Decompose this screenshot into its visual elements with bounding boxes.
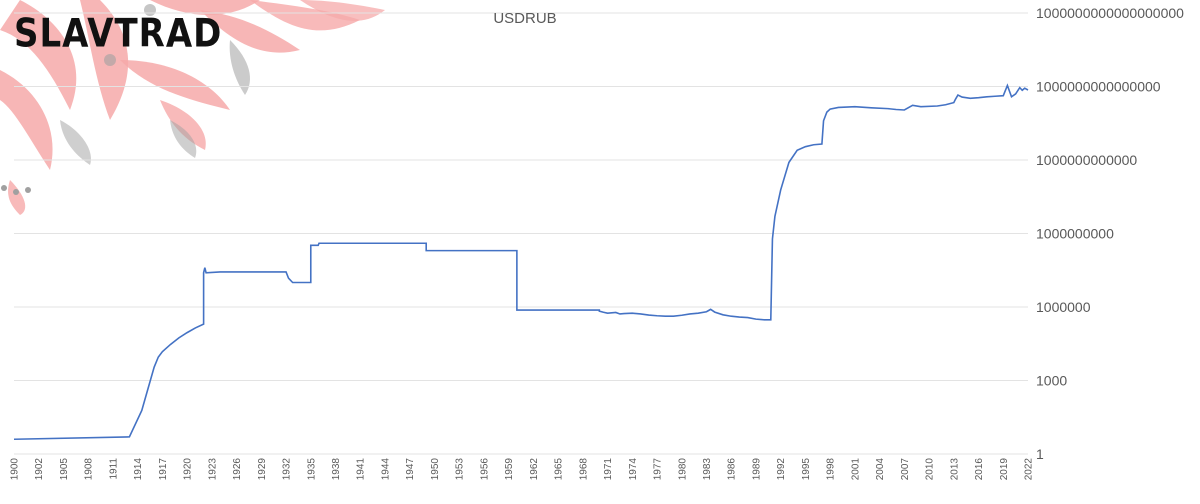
x-tick-label: 1920 [183,458,194,481]
x-tick-label: 1902 [34,458,45,481]
x-tick-label: 2013 [949,458,960,481]
x-tick-label: 1900 [10,458,21,481]
x-tick-label: 1980 [677,458,688,481]
y-tick-label: 1000 [1036,373,1067,389]
x-tick-label: 2010 [925,458,936,481]
x-tick-label: 1995 [801,458,812,481]
floral-ornament-icon [0,0,385,215]
series-line [13,83,1029,441]
logo: SLAVTRAD [14,11,223,57]
y-tick-label: 1000000000000 [1036,152,1137,168]
x-tick-label: 1974 [628,458,639,481]
x-tick-label: 2022 [1024,458,1035,481]
x-tick-label: 1911 [108,458,119,480]
x-tick-label: 1962 [529,458,540,481]
x-tick-label: 1926 [232,458,243,481]
x-tick-label: 1950 [430,458,441,481]
x-tick-label: 1917 [158,458,169,481]
x-tick-label: 1971 [603,458,614,481]
x-tick-label: 1941 [356,458,367,481]
x-tick-label: 1989 [751,458,762,481]
y-tick-label: 1 [1036,446,1044,462]
x-tick-label: 1953 [455,458,466,481]
x-tick-label: 1908 [84,458,95,481]
x-tick-label: 1947 [405,458,416,481]
x-tick-label: 1923 [207,458,218,481]
x-tick-label: 1905 [59,458,70,481]
x-tick-label: 2019 [999,458,1010,481]
x-tick-label: 1932 [282,458,293,481]
x-tick-label: 2004 [875,458,886,481]
y-tick-label: 1000000000 [1036,226,1114,242]
x-tick-label: 1938 [331,458,342,481]
x-tick-label: 1977 [653,458,664,481]
x-tick-label: 1944 [380,458,391,481]
y-tick-label: 1000000000000000000 [1036,5,1184,21]
chart-title: USDRUB [493,10,557,27]
x-tick-label: 1959 [504,458,515,481]
x-tick-label: 1983 [702,458,713,481]
x-tick-label: 1965 [554,458,565,481]
x-tick-label: 1914 [133,458,144,481]
y-tick-label: 1000000 [1036,299,1091,315]
x-tick-label: 1929 [257,458,268,481]
x-tick-label: 1968 [578,458,589,481]
x-tick-label: 2007 [900,458,911,481]
y-tick-label: 1000000000000000 [1036,79,1161,95]
x-tick-label: 1956 [479,458,490,481]
x-tick-label: 1998 [826,458,837,481]
x-tick-label: 1935 [306,458,317,481]
x-tick-label: 1986 [727,458,738,481]
x-tick-label: 2016 [974,458,985,481]
x-tick-label: 1992 [776,458,787,481]
x-tick-label: 2001 [850,458,861,481]
